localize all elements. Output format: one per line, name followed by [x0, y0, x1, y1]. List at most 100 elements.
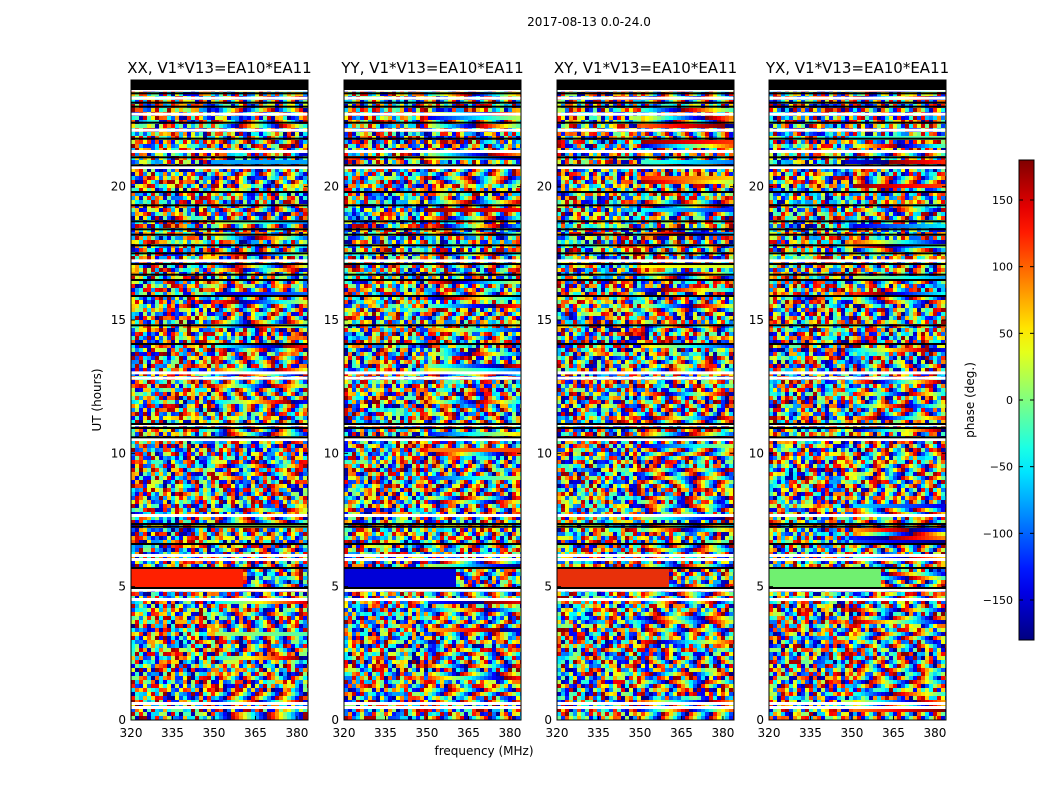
- flagged-row: [769, 156, 946, 159]
- blank-row: [557, 259, 734, 263]
- y-tick-label: 5: [331, 580, 339, 594]
- y-tick-label: 20: [749, 180, 764, 194]
- flagged-row: [557, 233, 734, 236]
- colorbar-tick-label: 0: [1006, 394, 1013, 407]
- flagged-row: [557, 191, 734, 193]
- flagged-row: [344, 244, 521, 247]
- flagged-row: [344, 233, 521, 236]
- panel-frame: [768, 79, 947, 721]
- flagged-row: [557, 244, 734, 247]
- blank-row: [769, 438, 946, 441]
- flagged-row: [557, 423, 734, 425]
- flagged-row: [131, 228, 308, 231]
- flagged-row: [131, 105, 308, 108]
- blank-row: [769, 554, 946, 557]
- figure-suptitle: 2017-08-13 0.0-24.0: [527, 15, 651, 29]
- flagged-row: [557, 105, 734, 108]
- flagged-row: [344, 101, 521, 104]
- flagged-row: [557, 567, 734, 569]
- blank-row: [344, 88, 521, 92]
- flagged-row: [344, 295, 521, 297]
- colorbar-tick-label: −150: [983, 594, 1013, 607]
- flagged-row: [557, 204, 734, 207]
- y-tick-label: 10: [324, 446, 339, 460]
- flagged-row: [131, 523, 308, 525]
- flagged-row: [344, 279, 521, 281]
- flagged-row: [769, 191, 946, 193]
- blank-row: [131, 150, 308, 153]
- blank-row: [131, 558, 308, 561]
- flagged-row: [557, 525, 734, 528]
- panel-heatmap: [344, 80, 521, 720]
- flagged-row: [769, 233, 946, 236]
- flagged-row: [769, 220, 946, 223]
- blank-row: [344, 598, 521, 601]
- y-tick-label: 20: [324, 180, 339, 194]
- flagged-row: [344, 121, 521, 124]
- y-tick-label: 15: [749, 313, 764, 327]
- colorbar-tick-label: 100: [992, 261, 1013, 274]
- flagged-row: [344, 543, 521, 545]
- flagged-row: [557, 228, 734, 231]
- flagged-row: [769, 543, 946, 545]
- panel-frame: [556, 79, 735, 721]
- x-tick-label: 335: [374, 726, 397, 740]
- blank-row: [344, 128, 521, 132]
- flagged-row: [131, 587, 308, 589]
- flagged-row: [131, 295, 308, 297]
- flagged-row: [557, 523, 734, 525]
- x-tick-label: 320: [758, 726, 781, 740]
- blank-row: [769, 702, 946, 705]
- flagged-row: [131, 343, 308, 345]
- blank-row: [131, 371, 308, 375]
- blank-row: [344, 558, 521, 561]
- blank-row: [769, 376, 946, 380]
- blank-row: [557, 554, 734, 557]
- blank-row: [557, 588, 734, 592]
- flagged-row: [557, 543, 734, 545]
- blank-row: [557, 371, 734, 375]
- y-tick-label: 5: [756, 580, 764, 594]
- flagged-row: [131, 525, 308, 528]
- blank-row: [769, 371, 946, 375]
- x-tick-label: 365: [457, 726, 480, 740]
- y-tick-label: 20: [111, 180, 126, 194]
- x-tick-label: 365: [244, 726, 267, 740]
- blank-row: [344, 166, 521, 169]
- panels: XX, V1*V13=EA10*EA11 320 335 350 365 380 0 5 10 1…: [111, 59, 949, 740]
- flagged-row: [769, 263, 946, 265]
- flagged-row: [769, 105, 946, 108]
- flagged-row: [131, 567, 308, 569]
- blank-row: [557, 438, 734, 441]
- flagged-row: [344, 220, 521, 223]
- panel-heatmap: [769, 80, 946, 720]
- flagged-row: [769, 525, 946, 528]
- blank-row: [769, 150, 946, 153]
- flagged-row: [769, 121, 946, 124]
- flagged-row: [131, 436, 308, 439]
- blank-row: [769, 112, 946, 116]
- colorbar-tick-label: −100: [983, 527, 1013, 540]
- blank-row: [557, 558, 734, 561]
- x-tick-label: 380: [923, 726, 946, 740]
- flagged-row: [344, 273, 521, 276]
- flagged-row: [131, 204, 308, 207]
- flagged-row: [131, 92, 308, 95]
- x-tick-label: 320: [120, 726, 143, 740]
- blank-row: [131, 166, 308, 169]
- panel-title: YY, V1*V13=EA10*EA11: [340, 59, 523, 77]
- flagged-row: [344, 164, 521, 167]
- flagged-row: [557, 156, 734, 159]
- flagged-row: [131, 137, 308, 140]
- flagged-row: [344, 436, 521, 439]
- x-tick-label: 335: [161, 726, 184, 740]
- y-tick-label: 15: [324, 313, 339, 327]
- blank-row: [557, 702, 734, 705]
- blank-row: [557, 706, 734, 709]
- flagged-row: [557, 343, 734, 345]
- blank-row: [344, 706, 521, 709]
- blank-row: [344, 554, 521, 557]
- blank-row: [557, 514, 734, 517]
- blank-row: [557, 128, 734, 132]
- blank-row: [769, 128, 946, 132]
